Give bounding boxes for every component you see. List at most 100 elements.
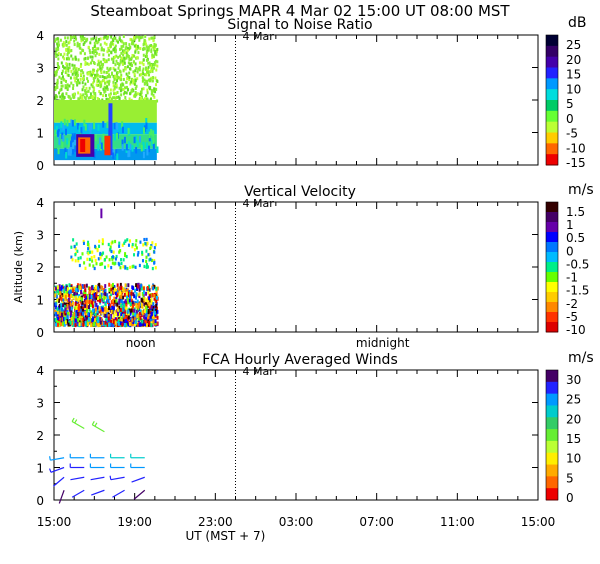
colorbar-tick-label: 25 xyxy=(566,38,581,52)
snr-pixel xyxy=(144,42,147,46)
wind-barb-flag xyxy=(71,417,75,422)
snr-pixel xyxy=(102,62,105,66)
vv-pixel xyxy=(104,284,107,288)
vv-upper-pixel xyxy=(79,256,82,260)
vv-pixel xyxy=(87,305,90,310)
snr-pixel xyxy=(105,97,108,101)
snr-pixel xyxy=(98,90,101,94)
snr-pixel xyxy=(153,44,156,48)
snr-pixel xyxy=(150,48,153,52)
vv-pixel xyxy=(137,293,140,298)
vv-pixel xyxy=(58,284,61,289)
snr-pixel xyxy=(99,37,102,41)
colorbar-tick-label: -5 xyxy=(566,127,578,141)
vv-pixel xyxy=(77,297,80,302)
snr-texture xyxy=(72,147,75,155)
vv-pixel xyxy=(82,292,85,297)
time-tick-label: 15:00 xyxy=(37,515,72,529)
snr-texture xyxy=(142,151,145,159)
vv-pixel xyxy=(152,302,155,307)
snr-pixel xyxy=(55,54,58,58)
vv-pixel xyxy=(84,320,87,325)
vv-pixel xyxy=(79,286,82,291)
snr-pixel xyxy=(94,49,97,53)
snr-pixel xyxy=(114,44,117,48)
snr-pixel xyxy=(58,91,61,95)
vv-pixel xyxy=(64,285,67,290)
snr-texture xyxy=(70,140,73,148)
vv-pixel xyxy=(66,290,69,295)
vv-pixel xyxy=(75,297,78,302)
vv-pixel xyxy=(154,319,157,324)
snr-pixel xyxy=(152,54,155,58)
vv-pixel xyxy=(86,304,89,309)
snr-texture xyxy=(56,130,59,137)
snr-pixel xyxy=(81,77,84,81)
snr-pixel xyxy=(85,94,88,98)
snr-pixel xyxy=(67,73,70,77)
snr-texture xyxy=(67,149,70,156)
vv-pixel xyxy=(84,304,87,308)
snr-pixel xyxy=(63,66,66,70)
vv-pixel xyxy=(57,322,60,327)
vv-pixel xyxy=(119,297,122,302)
snr-pixel xyxy=(55,37,58,41)
vv-pixel xyxy=(92,286,95,291)
snr-pixel xyxy=(105,76,108,80)
vv-pixel xyxy=(118,300,121,305)
vv-upper-pixel xyxy=(73,244,76,249)
colorbar-swatch xyxy=(546,440,558,454)
snr-pixel xyxy=(153,95,156,99)
vv-pixel xyxy=(77,288,80,293)
vv-pixel xyxy=(97,296,100,301)
snr-pixel xyxy=(54,73,57,77)
snr-pixel xyxy=(103,79,106,83)
snr-pixel xyxy=(145,55,148,59)
vv-pixel xyxy=(127,322,130,327)
vv-pixel xyxy=(130,291,133,296)
snr-pixel xyxy=(79,95,82,99)
snr-pixel xyxy=(95,47,98,51)
snr-pixel xyxy=(74,35,77,39)
snr-pixel xyxy=(92,51,95,55)
vv-upper-pixel xyxy=(134,265,137,269)
vv-pixel xyxy=(120,285,123,290)
snr-pixel xyxy=(117,76,120,80)
vv-pixel xyxy=(72,295,75,300)
snr-pixel xyxy=(69,76,72,80)
snr-pixel xyxy=(93,88,96,92)
vv-pixel xyxy=(82,285,85,290)
vv-pixel xyxy=(60,309,63,314)
snr-pixel xyxy=(142,63,145,67)
vv-upper-pixel xyxy=(139,240,142,244)
vv-pixel xyxy=(108,302,111,307)
vv-pixel xyxy=(88,319,91,324)
snr-pixel xyxy=(143,73,146,77)
snr-pixel xyxy=(138,61,141,65)
snr-texture xyxy=(156,146,159,153)
snr-pixel xyxy=(143,47,146,51)
snr-texture xyxy=(71,120,74,127)
snr-pixel xyxy=(101,98,104,102)
vv-pixel xyxy=(89,312,92,317)
vv-pixel xyxy=(66,298,69,303)
snr-pixel xyxy=(130,77,133,81)
snr-pixel xyxy=(56,84,59,88)
vv-upper-pixel xyxy=(153,258,156,263)
snr-pixel xyxy=(136,56,139,60)
vv-pixel xyxy=(112,289,115,294)
vv-pixel xyxy=(67,322,70,327)
snr-texture xyxy=(100,142,103,150)
snr-pixel xyxy=(152,93,155,97)
vv-pixel xyxy=(147,290,150,295)
snr-pixel xyxy=(67,51,70,55)
vv-upper-pixel xyxy=(138,263,141,268)
snr-texture xyxy=(97,144,100,151)
vv-pixel xyxy=(80,311,83,316)
snr-pixel xyxy=(91,84,94,88)
vv-pixel xyxy=(81,317,84,322)
snr-pixel xyxy=(78,97,81,101)
snr-pixel xyxy=(74,55,77,59)
vv-pixel xyxy=(154,305,157,310)
vv-pixel xyxy=(129,292,132,297)
